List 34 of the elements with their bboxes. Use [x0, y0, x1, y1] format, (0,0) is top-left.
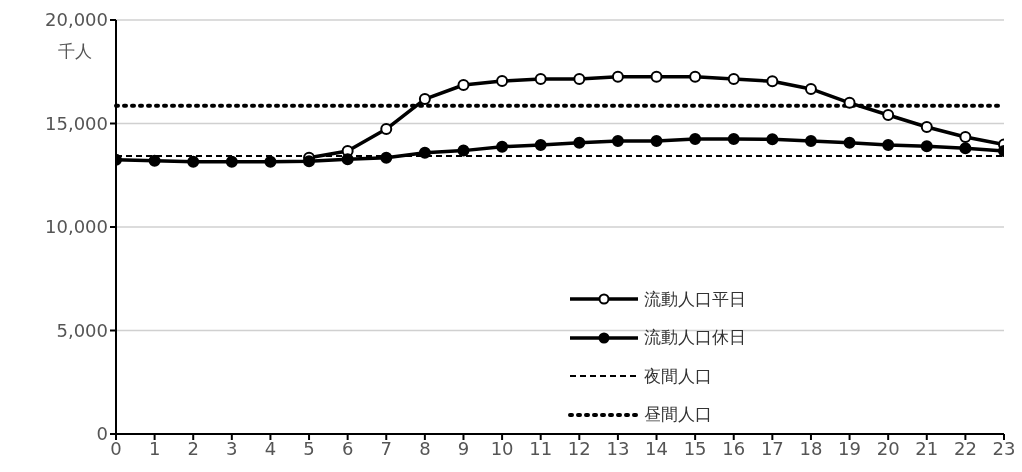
x-tick-label: 18	[799, 437, 823, 459]
legend-label: 流動人口休日	[644, 326, 746, 350]
y-tick-label: 20,000	[45, 9, 108, 31]
x-tick-label: 20	[876, 437, 900, 459]
x-tick-label: 13	[606, 437, 630, 459]
x-tick-label: 10	[490, 437, 514, 459]
y-tick-label: 10,000	[45, 216, 108, 238]
legend-label: 昼間人口	[644, 403, 712, 427]
legend-label: 流動人口平日	[644, 287, 746, 311]
x-tick-label: 12	[567, 437, 591, 459]
x-tick-label: 4	[264, 437, 277, 459]
x-tick-label: 17	[760, 437, 784, 459]
x-tick-label: 8	[419, 437, 431, 459]
x-tick-label: 21	[915, 437, 939, 459]
x-tick-label: 19	[838, 437, 862, 459]
x-tick-label: 11	[529, 437, 553, 459]
x-tick-label: 23	[992, 437, 1016, 459]
x-tick-label: 1	[148, 437, 161, 459]
y-tick-label: 15,000	[45, 112, 108, 134]
x-tick-label: 16	[722, 437, 746, 459]
y-axis-title: 千人	[58, 40, 92, 63]
x-tick-label: 15	[683, 437, 707, 459]
x-tick-label: 9	[457, 437, 470, 459]
x-tick-label: 6	[341, 437, 354, 459]
x-tick-label: 22	[953, 437, 977, 459]
y-tick-label: 0	[96, 423, 108, 445]
x-tick-label: 14	[645, 437, 668, 459]
x-tick-label: 2	[187, 437, 199, 459]
y-tick-label: 5,000	[56, 319, 108, 341]
legend-label: 夜間人口	[644, 364, 712, 388]
x-tick-label: 7	[380, 437, 392, 459]
x-tick-label: 5	[303, 437, 315, 459]
x-tick-label: 3	[226, 437, 238, 459]
x-tick-label: 0	[110, 437, 122, 459]
